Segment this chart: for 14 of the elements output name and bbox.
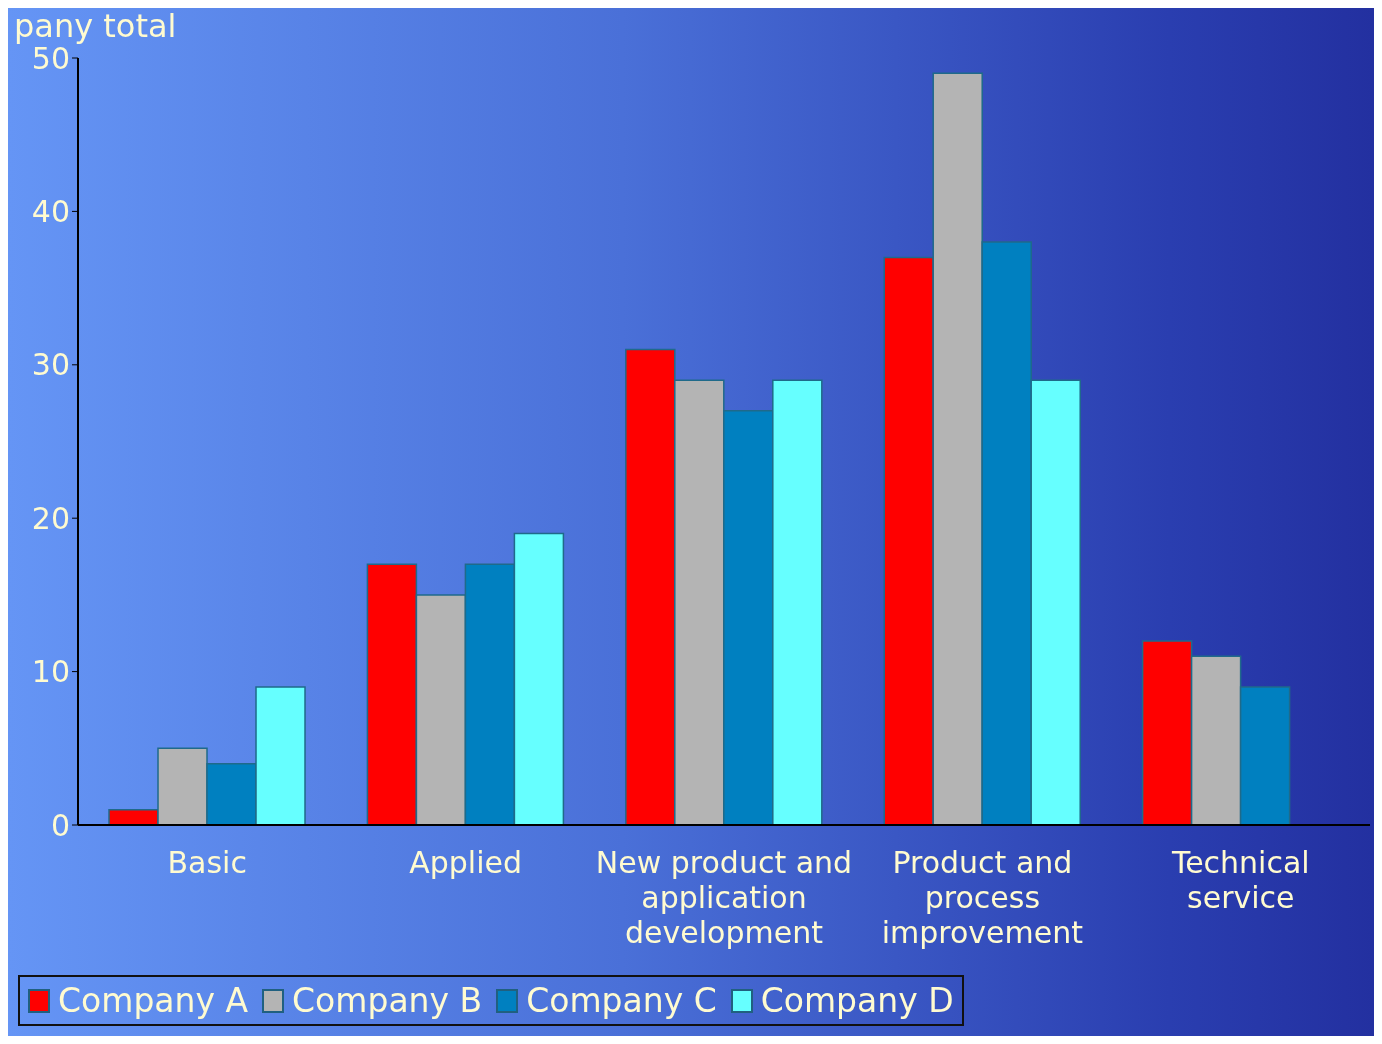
y-tick-label: 40 xyxy=(31,194,70,230)
y-tick-label: 10 xyxy=(31,654,70,690)
x-tick-label: Applied xyxy=(409,845,522,880)
x-tick-label: New product and application development xyxy=(595,845,853,950)
y-tick-label: 0 xyxy=(50,807,70,843)
legend-label: Company B xyxy=(291,981,483,1020)
x-tick-label: Product and process improvement xyxy=(881,845,1084,950)
y-tick-label: 30 xyxy=(31,347,70,383)
legend-label: Company A xyxy=(57,981,249,1020)
y-tick-label: 20 xyxy=(31,500,70,536)
x-tick-label: Technical service xyxy=(1170,845,1310,915)
x-tick-label: Basic xyxy=(167,845,247,880)
legend-label: Company D xyxy=(759,981,954,1020)
legend-label: Company C xyxy=(525,981,717,1020)
